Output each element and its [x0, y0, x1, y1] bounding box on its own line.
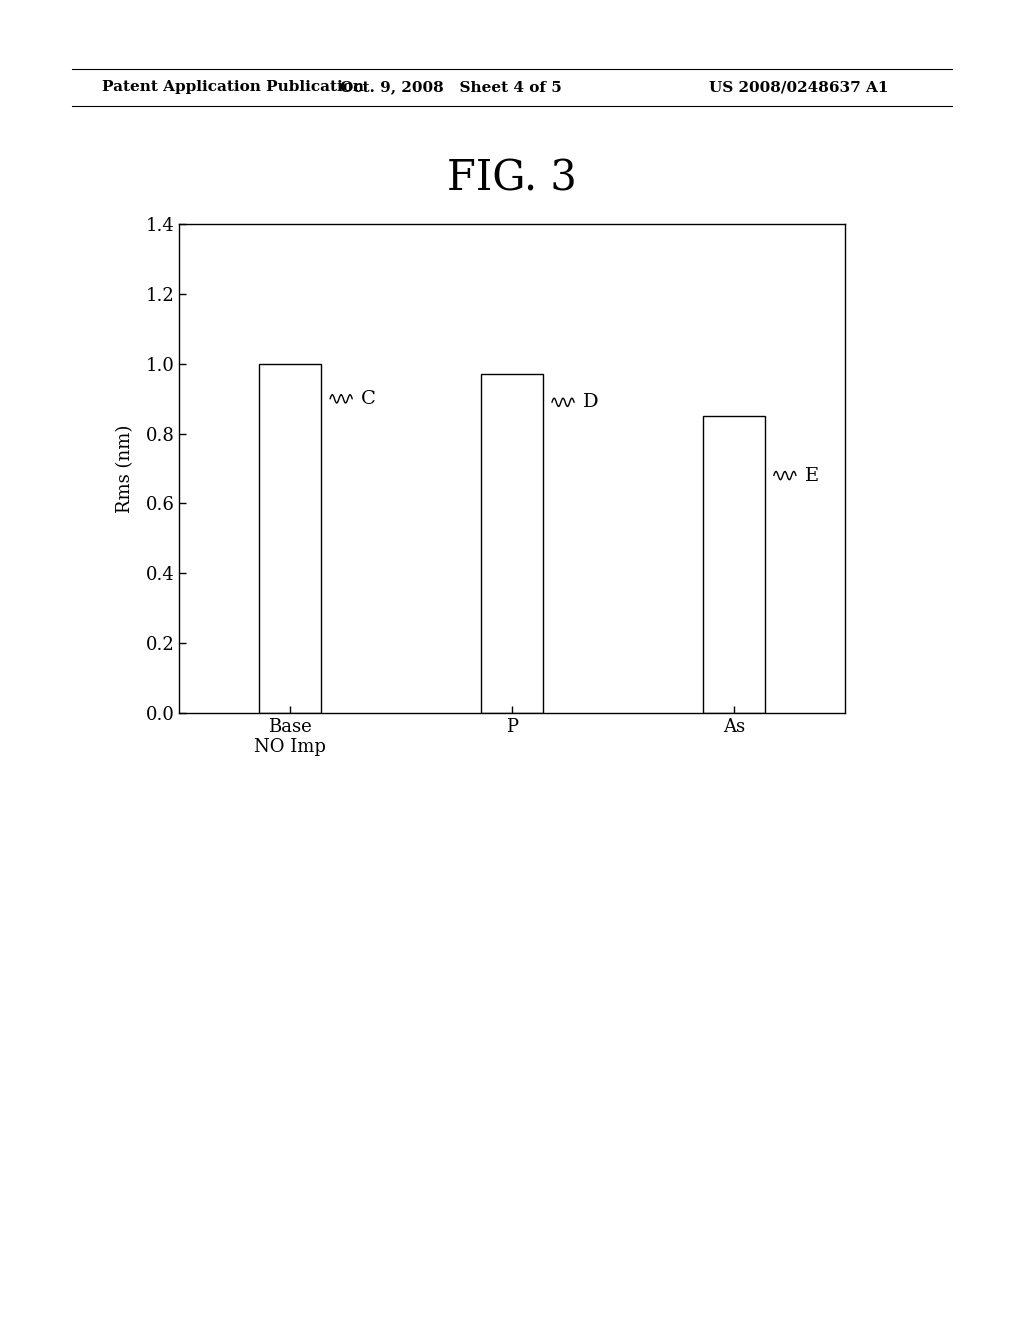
- Y-axis label: Rms (nm): Rms (nm): [117, 425, 134, 512]
- Text: D: D: [583, 393, 599, 412]
- Text: C: C: [361, 389, 376, 408]
- Bar: [702, 416, 765, 713]
- Text: FIG. 3: FIG. 3: [447, 157, 577, 199]
- Text: E: E: [805, 466, 819, 484]
- Text: Oct. 9, 2008   Sheet 4 of 5: Oct. 9, 2008 Sheet 4 of 5: [340, 81, 561, 94]
- Bar: [481, 375, 543, 713]
- Text: US 2008/0248637 A1: US 2008/0248637 A1: [709, 81, 889, 94]
- Text: Patent Application Publication: Patent Application Publication: [102, 81, 365, 94]
- Bar: [259, 364, 322, 713]
